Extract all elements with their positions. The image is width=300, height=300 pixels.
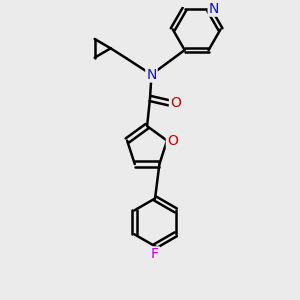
- Text: F: F: [151, 248, 159, 261]
- Text: O: O: [167, 134, 178, 148]
- Text: N: N: [208, 2, 219, 16]
- Text: N: N: [146, 68, 157, 82]
- Text: O: O: [170, 96, 181, 110]
